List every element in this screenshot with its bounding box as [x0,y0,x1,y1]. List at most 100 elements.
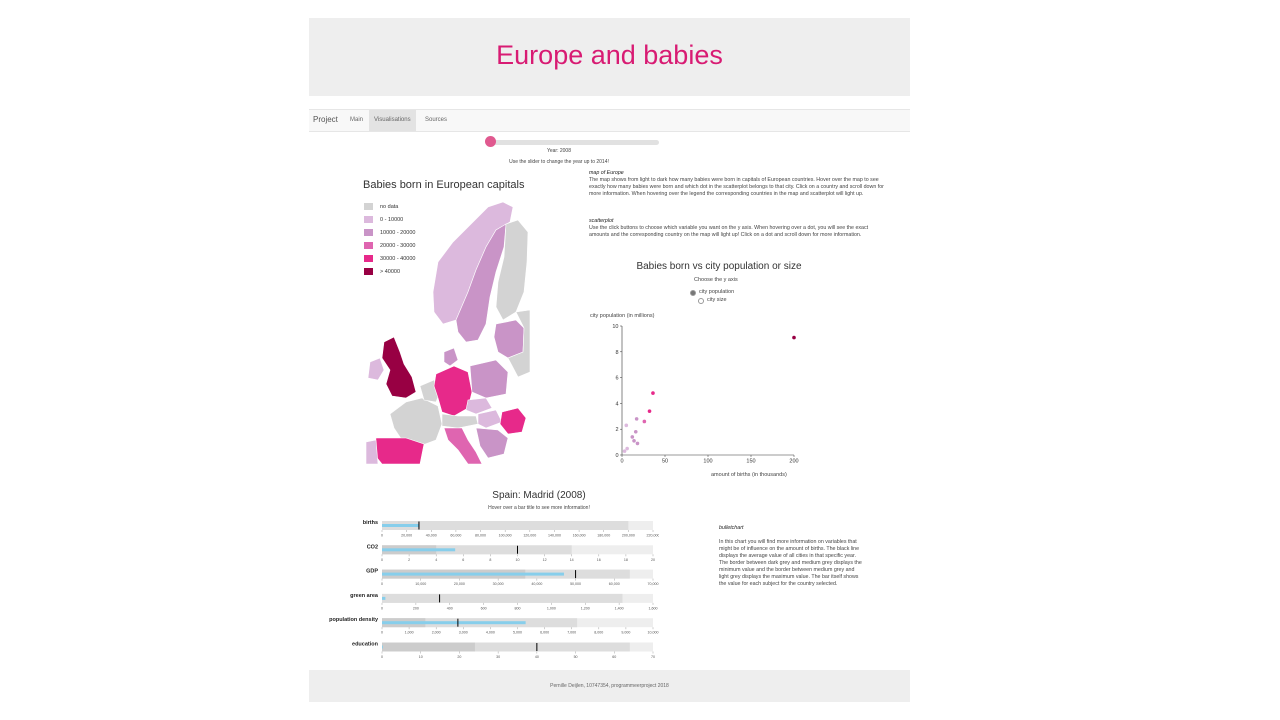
bullet-range-max [382,593,623,603]
bullet-tick-label: 50 [574,655,578,659]
bullet-tick-label: 120,000 [523,534,536,538]
scatter-point[interactable] [792,335,796,340]
radio-label-city-size[interactable]: city size [707,297,727,303]
bullet-tick-label: 20 [457,655,461,659]
europe-map[interactable] [358,202,530,464]
bullet-tick-label: 80,000 [475,534,486,538]
radio-city-population[interactable] [690,290,696,296]
bullet-value-bar[interactable] [382,524,419,527]
bullet-row-label[interactable]: births [363,520,378,526]
bullet-tick-label: 0 [381,558,383,562]
bullet-tick-label: 1,200 [581,606,590,610]
bullet-tick-label: 10,000 [648,631,659,635]
bullet-value-bar[interactable] [382,572,564,576]
tab-sources[interactable]: Sources [425,117,448,123]
map-country-sweden[interactable] [455,223,507,343]
scatter-point[interactable] [647,409,652,413]
scatter-point[interactable] [624,423,629,428]
slider-track[interactable] [487,140,659,145]
map-country-ireland[interactable] [367,357,385,381]
nav-brand[interactable]: Project [313,115,338,124]
bullet-tick-label: 3,000 [459,631,468,635]
radio-city-size[interactable] [698,298,704,304]
year-slider[interactable] [485,136,659,147]
bullet-tick-label: 7,000 [567,631,576,635]
bullet-hint: Hover over a bar title to see more infor… [488,505,590,511]
bullet-tick-label: 160,000 [573,534,586,538]
bullet-range-max [382,642,630,652]
map-country-france[interactable] [389,397,443,447]
bullet-tick-label: 0 [381,655,383,659]
map-description-heading: map of Europe [589,170,624,176]
map-country-czechia[interactable] [465,397,493,415]
year-label: Year: 2008 [546,148,571,154]
scatter-point[interactable] [625,446,629,451]
map-country-germany[interactable] [433,365,473,417]
scatter-point[interactable] [651,391,655,395]
map-country-poland[interactable] [469,359,509,399]
bullet-chart[interactable]: births 0 20,000 40,000 60,000 80,000 100,000 12… [319,513,659,663]
map-country-balkans[interactable] [475,427,509,459]
slider-hint: Use the slider to change the year up to … [509,159,609,165]
bullet-tick-label: 20,000 [401,534,412,538]
scatter-point[interactable] [633,429,638,434]
bullet-value-bar[interactable] [382,645,383,649]
footer-text: Pernille Deijlen, 10747354, programmeerp… [550,683,669,689]
bullet-tick-label: 200 [413,606,419,610]
map-country-denmark[interactable] [443,347,459,367]
bullet-tick-label: 8,000 [594,631,603,635]
legend-swatch [364,242,373,249]
scatter-point[interactable] [635,441,640,446]
map-country-austria-switzerland[interactable] [441,413,479,429]
bullet-range-min [382,642,475,652]
bullet-row-label[interactable]: population density [329,617,379,623]
footer: Pernille Deijlen, 10747354, programmeerp… [309,670,910,702]
bullet-tick-label: 60 [612,655,616,659]
bullet-title: Spain: Madrid (2008) [492,490,586,501]
map-country-uk[interactable] [381,336,417,399]
legend-swatch [364,229,373,236]
tab-main[interactable]: Main [350,117,364,123]
tab-visualisations[interactable]: Visualisations [369,110,416,131]
bullet-range-max [382,521,629,530]
map-country-hungary[interactable] [477,409,503,429]
map-country-romania[interactable] [499,407,527,435]
bullet-tick-label: 0 [381,582,383,586]
map-country-italy[interactable] [443,427,483,464]
bullet-tick-label: 6 [462,558,464,562]
map-country-spain[interactable] [373,437,425,464]
scatter-point[interactable] [630,435,635,439]
scatter-point[interactable] [634,417,639,421]
bullet-tick-label: 5,000 [513,631,522,635]
bullet-value-bar[interactable] [382,621,526,625]
bullet-tick-label: 4 [435,558,437,562]
y-tick-label: 8 [615,350,618,356]
map-country-portugal[interactable] [365,439,379,464]
bullet-description-text: In this chart you will find more informa… [719,539,862,587]
y-tick-label: 2 [615,427,618,433]
scatter-plot[interactable]: 0 50 100 150 200 0 2 4 6 8 10 [591,320,811,468]
scatter-point[interactable] [642,419,647,424]
radio-label-city-population[interactable]: city population [699,289,735,295]
bullet-tick-label: 10,000 [415,582,426,586]
scatter-point[interactable] [622,449,627,453]
bullet-tick-label: 8 [489,558,491,562]
bullet-tick-label: 70,000 [648,582,659,586]
map-country-baltics[interactable] [493,319,525,359]
bullet-tick-label: 2,000 [432,631,441,635]
bullet-row-label[interactable]: green area [350,593,379,599]
bullet-tick-label: 600 [481,606,487,610]
bullet-row-label[interactable]: education [352,642,379,648]
scatter-point[interactable] [632,439,636,443]
map-country-east[interactable] [507,309,530,378]
bullet-row-label[interactable]: CO2 [367,544,378,550]
y-tick-label: 6 [615,376,618,382]
bullet-tick-label: 200,000 [622,534,635,538]
bullet-row-label[interactable]: GDP [366,569,378,575]
x-tick-label: 50 [662,459,668,465]
bullet-tick-label: 140,000 [548,534,561,538]
bullet-tick-label: 10 [419,655,423,659]
bullet-value-bar[interactable] [382,596,386,600]
bullet-value-bar[interactable] [382,548,456,552]
slider-thumb[interactable] [485,136,496,147]
